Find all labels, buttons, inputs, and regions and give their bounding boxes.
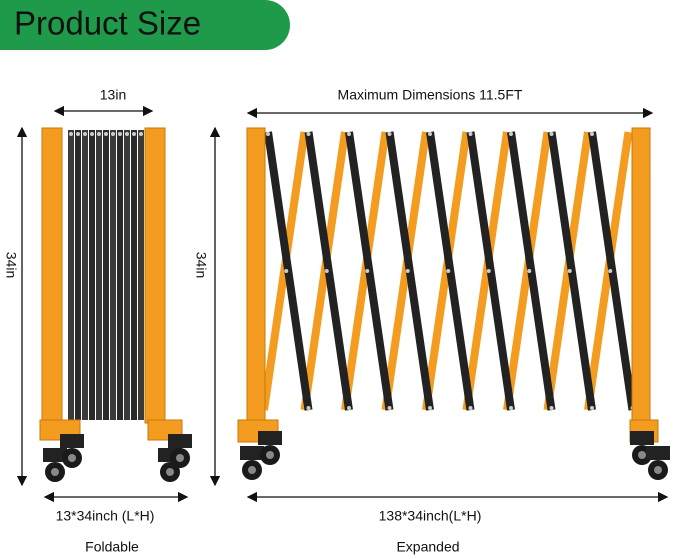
caster xyxy=(168,434,192,448)
expanded-width: Maximum Dimensions 11.5FT xyxy=(338,87,523,103)
rivet xyxy=(139,132,143,136)
slat xyxy=(117,130,123,420)
rivet xyxy=(387,406,392,410)
rivet xyxy=(428,406,432,410)
hub xyxy=(166,468,174,476)
caster xyxy=(646,446,670,460)
hub xyxy=(248,466,256,474)
hub xyxy=(638,451,646,459)
rivet xyxy=(347,406,351,410)
rivet xyxy=(590,132,594,136)
rivet xyxy=(69,132,73,136)
rivet xyxy=(132,132,136,136)
expanded-size: 138*34inch(L*H) xyxy=(379,508,482,524)
foldable-height: 34in xyxy=(3,252,19,278)
slat xyxy=(82,130,88,420)
hub xyxy=(51,468,59,476)
expanded-caption: Expanded xyxy=(396,539,459,555)
slat xyxy=(131,130,137,420)
rivet xyxy=(76,132,80,136)
hub xyxy=(68,454,76,462)
rivet xyxy=(509,406,513,410)
caster xyxy=(240,446,264,460)
rivet xyxy=(306,406,311,410)
dimension-arrows xyxy=(16,105,669,503)
post xyxy=(246,127,266,424)
rivet xyxy=(446,269,451,273)
expanded-height: 34in xyxy=(193,252,209,278)
rivet xyxy=(567,269,572,273)
rivet xyxy=(365,269,370,273)
rivet xyxy=(608,269,613,273)
rivet xyxy=(549,406,554,410)
post xyxy=(144,127,166,424)
caster xyxy=(258,431,282,445)
slat xyxy=(96,130,102,420)
foldable-size: 13*34inch (L*H) xyxy=(56,508,155,524)
rivet xyxy=(549,132,554,136)
rivet xyxy=(387,132,392,136)
slat xyxy=(89,130,95,420)
rivet xyxy=(509,132,513,136)
rivet xyxy=(486,269,491,273)
rivet xyxy=(590,406,594,410)
foldable-gate xyxy=(39,127,192,482)
header-title: Product Size xyxy=(14,5,201,42)
rivet xyxy=(428,132,432,136)
slat xyxy=(124,130,130,420)
caster xyxy=(60,434,84,448)
post xyxy=(41,127,63,424)
rivet xyxy=(347,132,351,136)
slat xyxy=(110,130,116,420)
rivet xyxy=(324,269,329,273)
slat xyxy=(68,130,74,420)
rivet xyxy=(468,132,473,136)
rivet xyxy=(284,269,289,273)
post xyxy=(631,127,651,424)
foldable-width: 13in xyxy=(100,87,126,103)
rivet xyxy=(83,132,87,136)
caster xyxy=(630,431,654,445)
rivet xyxy=(266,132,270,136)
slat xyxy=(138,130,144,420)
rivet xyxy=(90,132,94,136)
rivet xyxy=(97,132,101,136)
rivet xyxy=(125,132,129,136)
slat xyxy=(75,130,81,420)
rivet xyxy=(104,132,108,136)
hub xyxy=(266,451,274,459)
rivet xyxy=(405,269,410,273)
caster xyxy=(43,448,67,462)
rivet xyxy=(527,269,532,273)
rivet xyxy=(118,132,122,136)
hub xyxy=(654,466,662,474)
header-banner xyxy=(0,0,290,50)
rivet xyxy=(306,132,311,136)
foldable-caption: Foldable xyxy=(85,539,139,555)
expanded-gate xyxy=(237,127,670,480)
rivet xyxy=(468,406,473,410)
hub xyxy=(176,454,184,462)
slat xyxy=(103,130,109,420)
rivet xyxy=(111,132,115,136)
